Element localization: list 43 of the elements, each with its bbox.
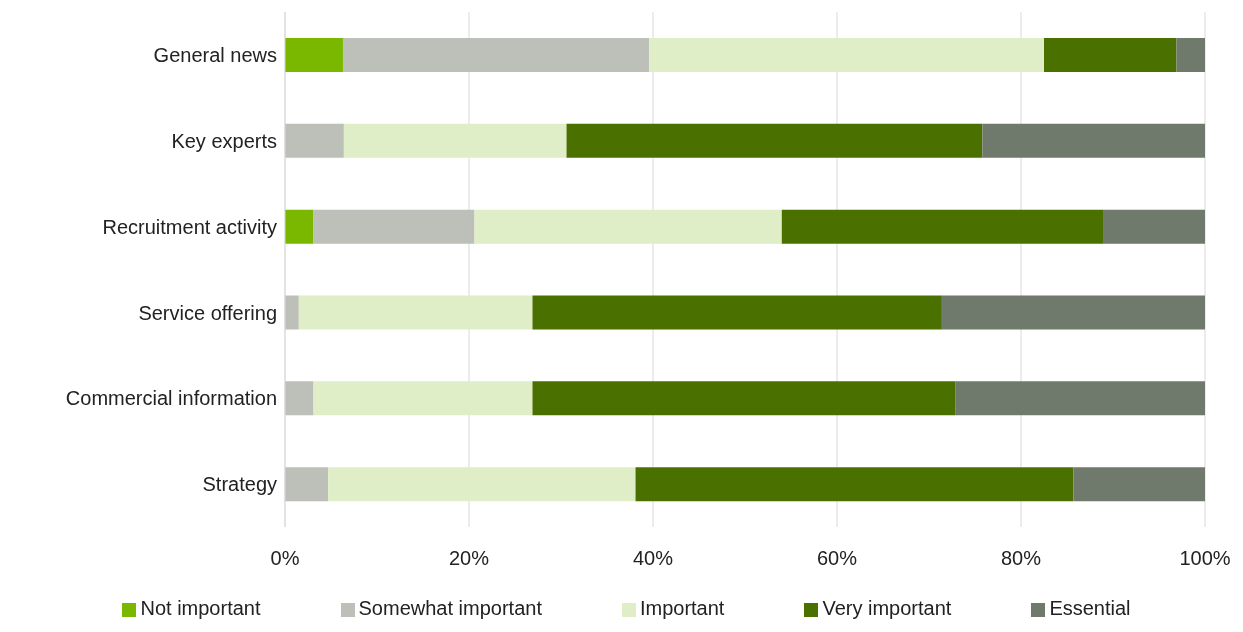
bar <box>1073 467 1205 502</box>
bar <box>285 209 314 244</box>
legend-label: Essential <box>1049 597 1131 619</box>
bar <box>343 123 567 158</box>
bar <box>649 38 1044 72</box>
bar <box>285 38 343 72</box>
x-tick-label: 20% <box>448 547 490 570</box>
y-tick-label: General news <box>153 44 277 67</box>
y-tick-label: Recruitment activity <box>102 215 277 238</box>
bar <box>1103 209 1205 244</box>
bar <box>328 467 636 502</box>
bar <box>298 295 533 330</box>
bar <box>285 295 299 330</box>
x-tick-label: 60% <box>816 547 858 570</box>
legend-label: Somewhat important <box>358 597 542 619</box>
bar <box>313 381 533 416</box>
x-tick-label: 0% <box>270 547 300 570</box>
legend-label: Not important <box>140 597 261 619</box>
y-tick-label: Commercial information <box>65 387 277 410</box>
y-tick-label: Key experts <box>171 129 277 152</box>
bar <box>982 123 1205 158</box>
bar <box>285 123 344 158</box>
bar <box>532 381 956 416</box>
bar <box>955 381 1205 416</box>
bar <box>1176 38 1205 72</box>
y-tick-label: Strategy <box>202 473 277 496</box>
bar <box>781 209 1104 244</box>
bar <box>566 123 983 158</box>
x-tick-label: 100% <box>1179 547 1231 570</box>
bar <box>313 209 475 244</box>
bar <box>941 295 1205 330</box>
bar <box>285 467 329 502</box>
bar <box>532 295 942 330</box>
y-tick-label: Service offering <box>138 301 277 324</box>
legend-label: Important <box>639 597 725 619</box>
x-tick-label: 40% <box>632 547 674 570</box>
bar <box>285 381 314 416</box>
bar <box>474 209 782 244</box>
bar <box>1044 38 1177 72</box>
legend-label: Very important <box>822 597 952 619</box>
bar <box>342 38 650 72</box>
bar <box>635 467 1074 502</box>
x-tick-label: 80% <box>1000 547 1042 570</box>
